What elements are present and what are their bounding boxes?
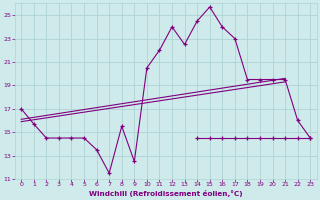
X-axis label: Windchill (Refroidissement éolien,°C): Windchill (Refroidissement éolien,°C) [89, 190, 243, 197]
